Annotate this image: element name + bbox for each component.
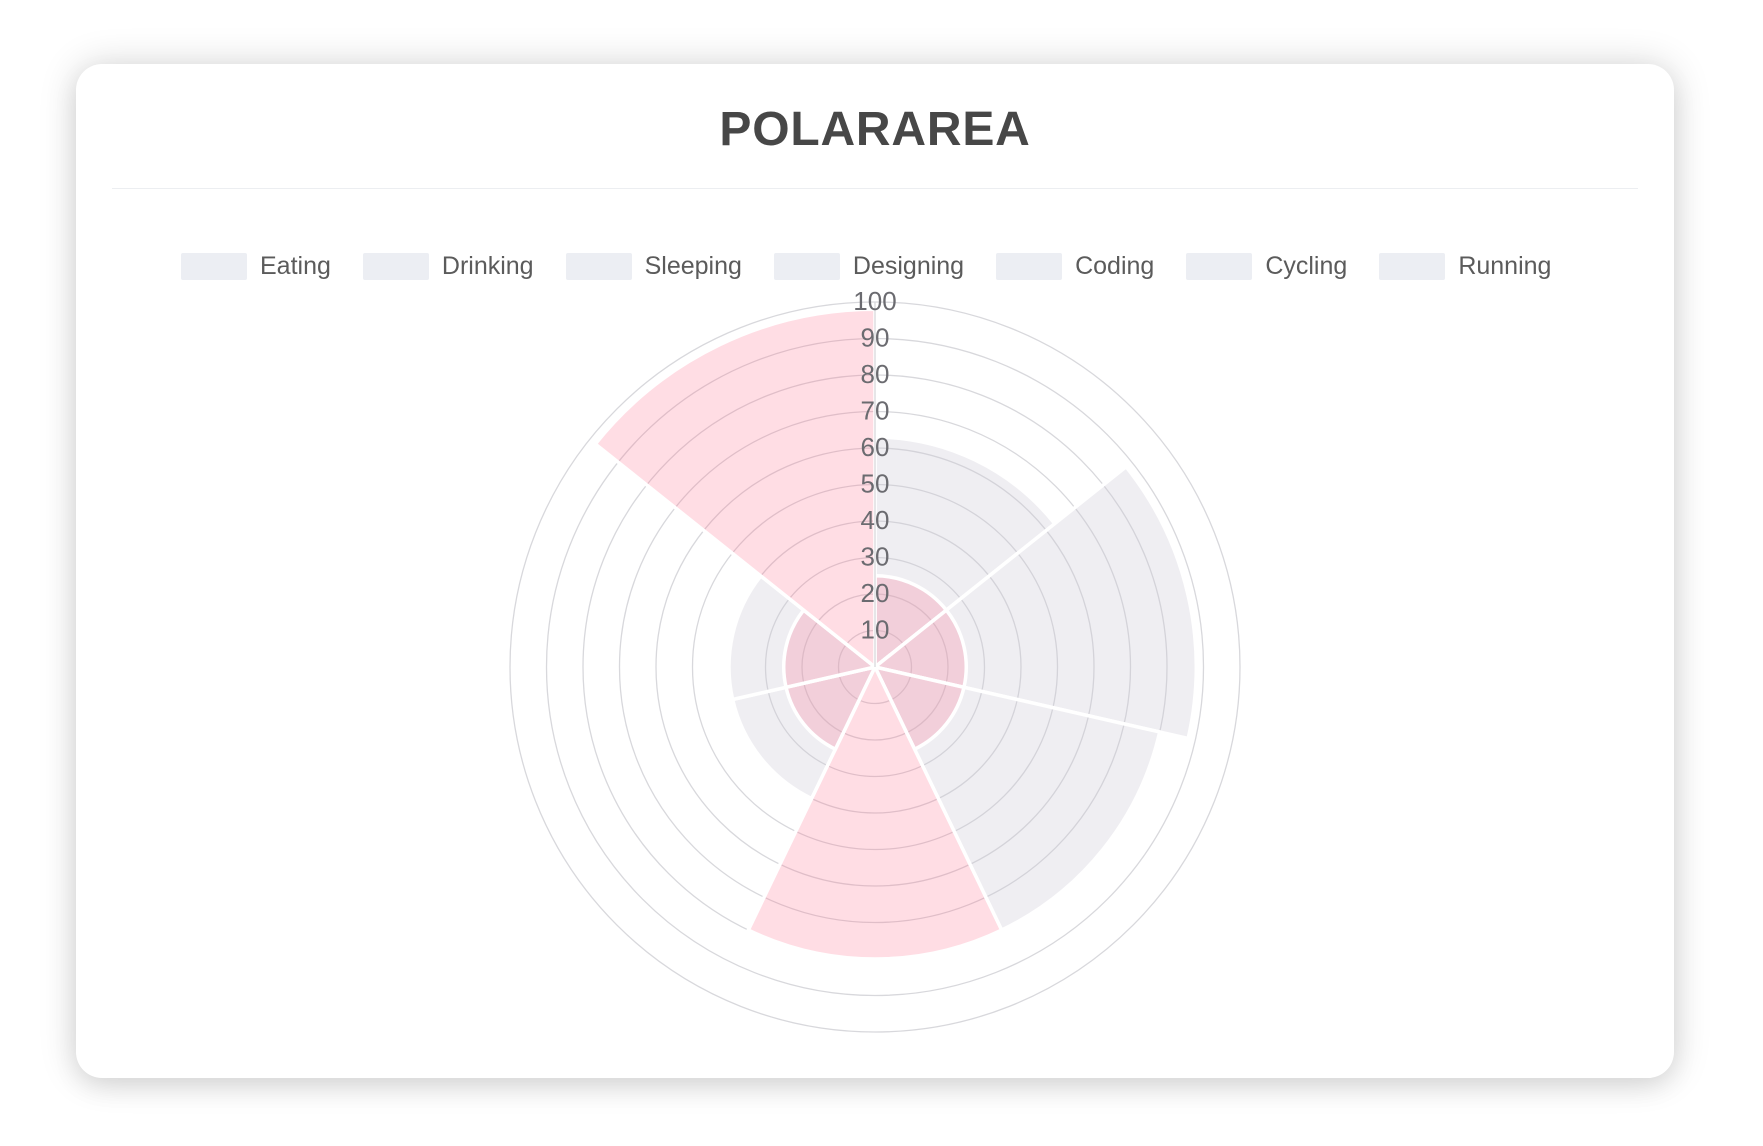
svg-text:20: 20: [861, 578, 890, 608]
svg-text:80: 80: [861, 359, 890, 389]
svg-text:50: 50: [861, 469, 890, 499]
svg-text:100: 100: [853, 286, 896, 316]
svg-text:40: 40: [861, 505, 890, 535]
svg-text:90: 90: [861, 323, 890, 353]
svg-text:30: 30: [861, 542, 890, 572]
svg-text:60: 60: [861, 432, 890, 462]
svg-text:10: 10: [861, 615, 890, 645]
svg-text:70: 70: [861, 396, 890, 426]
